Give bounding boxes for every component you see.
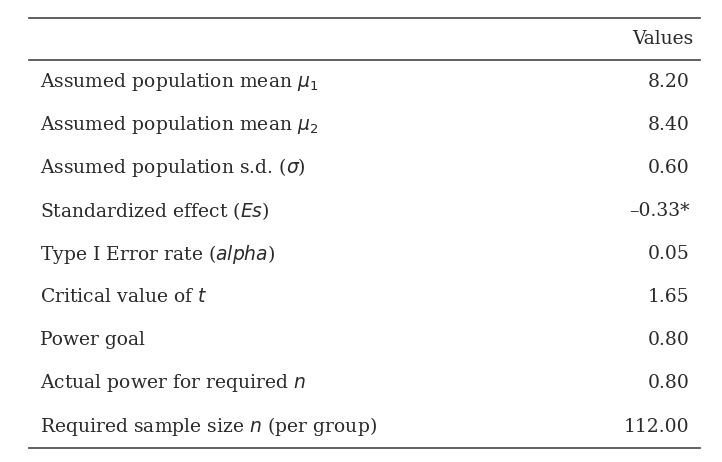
- Text: Type I Error rate ($\mathit{alpha}$): Type I Error rate ($\mathit{alpha}$): [40, 243, 275, 266]
- Text: Assumed population mean $\mu_2$: Assumed population mean $\mu_2$: [40, 114, 318, 136]
- Text: 0.60: 0.60: [648, 159, 690, 177]
- Text: –0.33*: –0.33*: [629, 202, 690, 220]
- Text: Actual power for required $\mathit{n}$: Actual power for required $\mathit{n}$: [40, 372, 306, 395]
- Text: 0.80: 0.80: [648, 375, 690, 392]
- Text: 8.40: 8.40: [648, 116, 690, 134]
- Text: 0.05: 0.05: [648, 245, 690, 263]
- Text: 0.80: 0.80: [648, 331, 690, 349]
- Text: 8.20: 8.20: [648, 73, 690, 91]
- Text: Required sample size $\mathit{n}$ (per group): Required sample size $\mathit{n}$ (per g…: [40, 415, 377, 438]
- Text: Standardized effect ($\mathit{Es}$): Standardized effect ($\mathit{Es}$): [40, 200, 269, 222]
- Text: Assumed population mean $\mu_1$: Assumed population mean $\mu_1$: [40, 71, 318, 92]
- Text: 1.65: 1.65: [648, 288, 690, 306]
- Text: 112.00: 112.00: [624, 418, 690, 436]
- Text: Power goal: Power goal: [40, 331, 144, 349]
- Text: Assumed population s.d. ($\sigma$): Assumed population s.d. ($\sigma$): [40, 156, 305, 179]
- Text: Values: Values: [632, 30, 693, 48]
- Text: Critical value of $\mathit{t}$: Critical value of $\mathit{t}$: [40, 288, 207, 306]
